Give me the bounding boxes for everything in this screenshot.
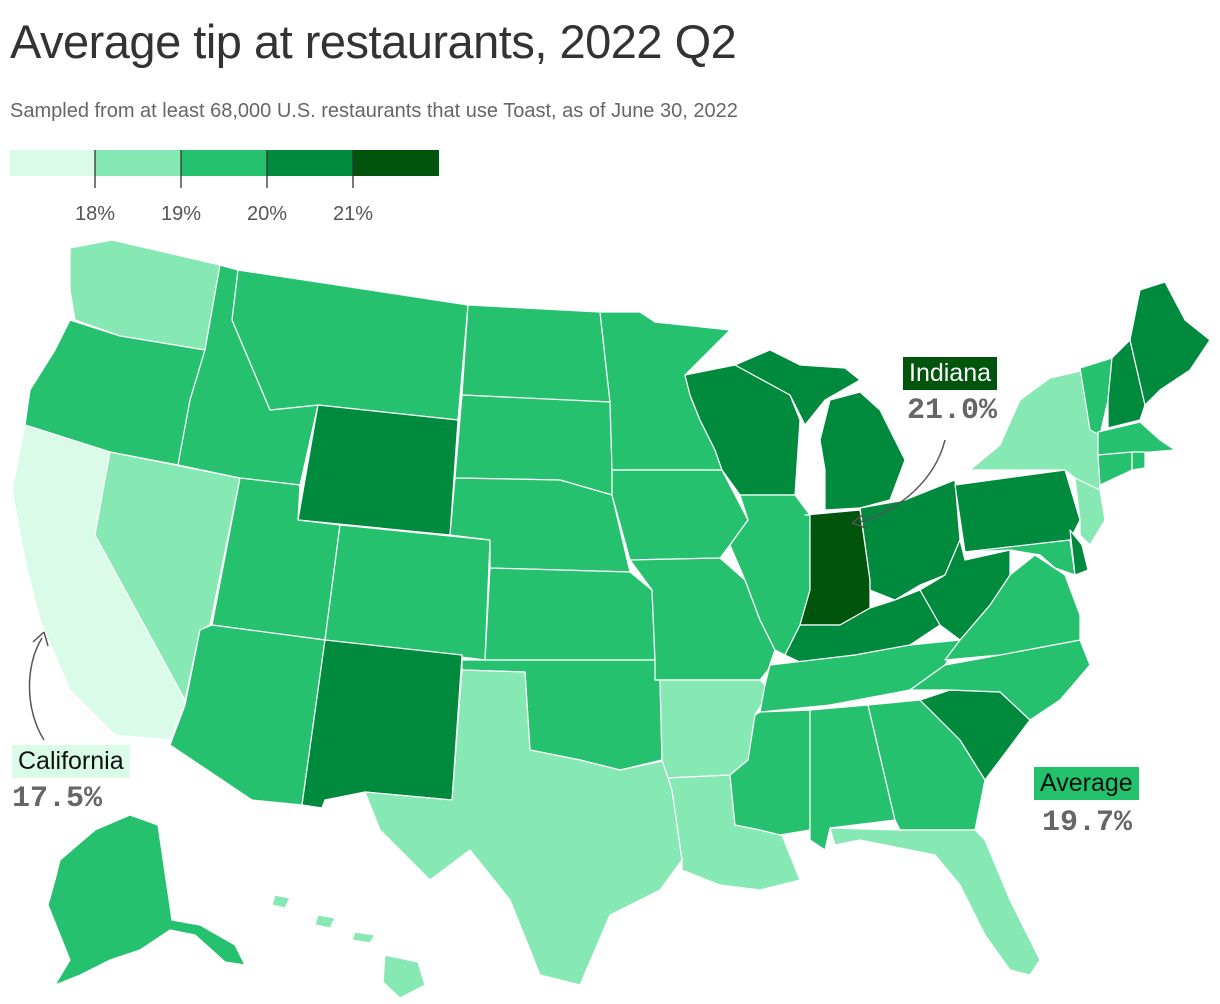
state-texas bbox=[364, 669, 683, 986]
state-new-mexico bbox=[301, 639, 463, 809]
state-iowa bbox=[611, 469, 749, 561]
california-callout-arrow bbox=[28, 637, 45, 741]
state-west-virginia bbox=[919, 539, 1011, 641]
legend-tick-label-3: 20% bbox=[247, 203, 287, 225]
state-kansas bbox=[484, 567, 656, 661]
legend-swatch-1 bbox=[10, 150, 95, 176]
california-callout-arrowhead bbox=[32, 631, 49, 647]
state-montana bbox=[231, 269, 469, 421]
state-ohio bbox=[859, 479, 961, 601]
state-connecticut bbox=[1097, 451, 1133, 486]
page-title: Average tip at restaurants, 2022 Q2 bbox=[10, 15, 737, 68]
state-colorado bbox=[324, 524, 491, 661]
legend-swatch-3 bbox=[181, 150, 267, 176]
indiana-callout-value: 21.0% bbox=[907, 394, 998, 428]
indiana-callout-arrowhead bbox=[851, 513, 867, 529]
california-callout-value: 17.5% bbox=[12, 782, 103, 816]
state-maryland bbox=[964, 539, 1076, 576]
state-indiana bbox=[799, 509, 871, 626]
state-north-dakota bbox=[461, 304, 611, 403]
legend-swatch-5 bbox=[353, 150, 439, 176]
state-wyoming bbox=[297, 404, 459, 536]
state-pennsylvania bbox=[954, 469, 1081, 553]
legend-svg: 18% 19% 20% 21% bbox=[10, 150, 439, 225]
legend-tick-label-1: 18% bbox=[75, 203, 115, 225]
california-callout-label: California bbox=[12, 745, 130, 778]
state-maine bbox=[1129, 281, 1211, 406]
average-callout-label: Average bbox=[1034, 767, 1139, 800]
state-north-carolina bbox=[909, 639, 1091, 721]
state-alaska bbox=[47, 814, 246, 986]
page-subtitle: Sampled from at least 68,000 U.S. restau… bbox=[10, 100, 738, 122]
state-missouri bbox=[629, 557, 776, 681]
state-illinois bbox=[729, 494, 811, 656]
us-map bbox=[11, 239, 1211, 999]
state-rhode-island bbox=[1131, 451, 1146, 471]
legend-swatch-2 bbox=[95, 150, 181, 176]
legend-tick-label-4: 21% bbox=[333, 203, 373, 225]
state-vermont bbox=[1079, 357, 1113, 436]
state-hawaii bbox=[271, 894, 426, 999]
color-legend: 18% 19% 20% 21% bbox=[10, 150, 440, 230]
states-layer bbox=[11, 239, 1211, 999]
legend-tick-label-2: 19% bbox=[161, 203, 201, 225]
indiana-callout-label: Indiana bbox=[903, 357, 998, 390]
indiana-callout-arrow bbox=[859, 439, 946, 523]
state-michigan bbox=[734, 349, 906, 511]
average-callout-value: 19.7% bbox=[1042, 806, 1133, 840]
state-delaware bbox=[1069, 529, 1089, 576]
legend-swatch-4 bbox=[267, 150, 353, 176]
state-florida bbox=[829, 827, 1041, 976]
